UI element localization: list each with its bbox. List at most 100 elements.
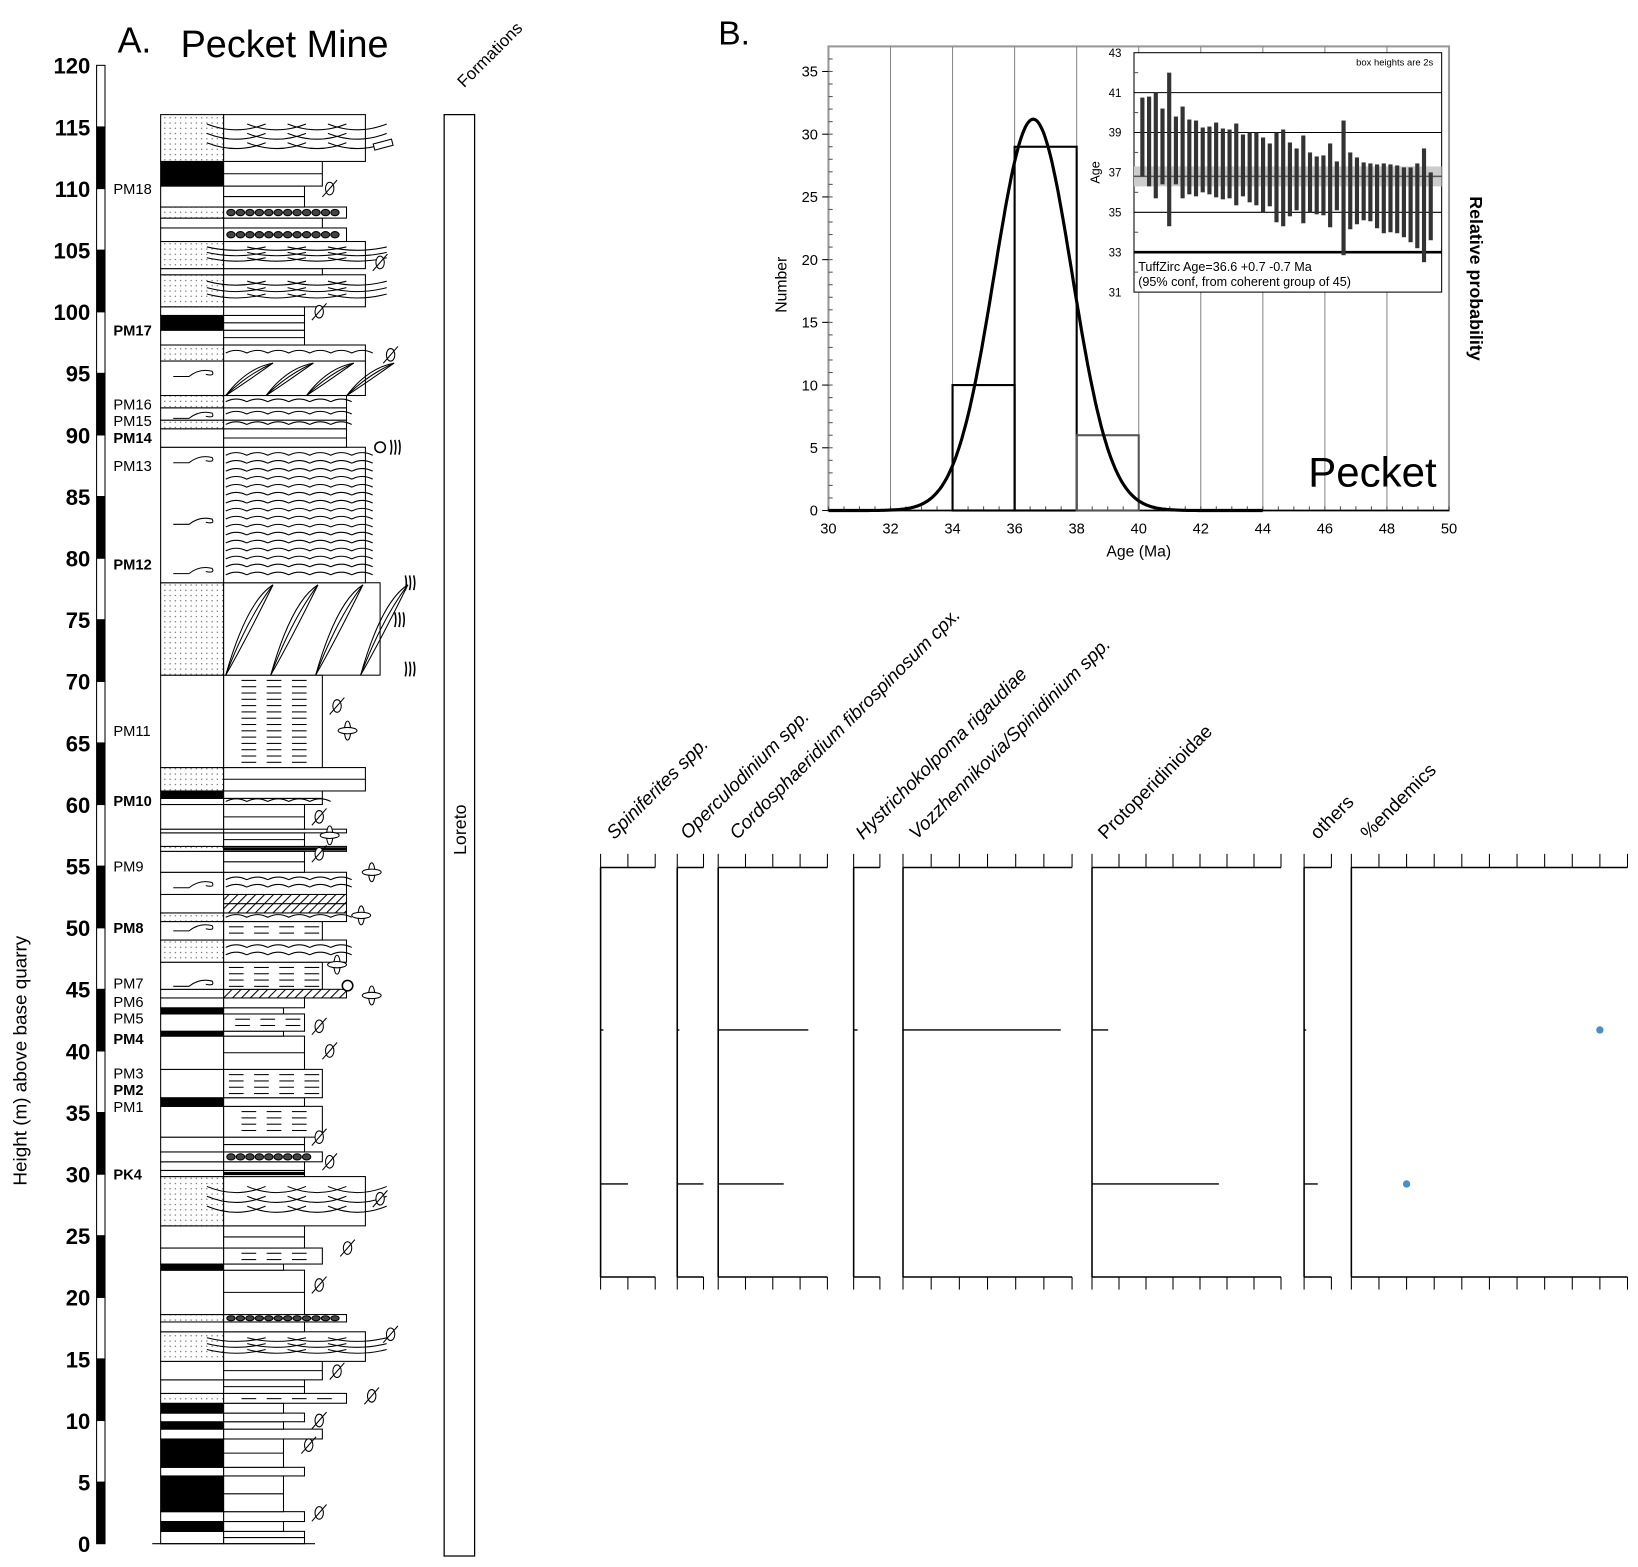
formation-label: Loreto (450, 804, 470, 855)
lithology-mud (160, 446, 225, 584)
cross-bed-line (265, 362, 314, 396)
structure-pattern (228, 926, 320, 934)
structure-pattern (225, 944, 352, 956)
plant-icon (321, 179, 338, 198)
structure-planar (223, 997, 306, 1009)
age-range-bar (1173, 116, 1178, 185)
lithology-coal (160, 1438, 225, 1468)
pebble (311, 208, 321, 217)
plant-icon (311, 1504, 327, 1522)
lithology-mud (160, 1466, 225, 1477)
scale-segment (96, 1111, 106, 1175)
sample-label-pm10: PM10 (113, 794, 151, 810)
scale-segment (96, 1173, 106, 1237)
height-tick-label: 85 (66, 485, 91, 510)
age-range-bar (1374, 164, 1380, 229)
pebble (330, 231, 340, 239)
burrow-line (394, 439, 397, 455)
ripple-line (225, 944, 352, 949)
structure-pattern (225, 410, 352, 415)
lithology-sand (160, 240, 225, 270)
leaf-stem (363, 1387, 380, 1405)
structure-planar (223, 1321, 306, 1333)
lithology-mud (160, 1105, 225, 1138)
sample-label-pk4: PK4 (113, 1167, 142, 1183)
cross-bed-line (360, 584, 409, 676)
age-range-bar (1395, 165, 1400, 234)
plant-icon (300, 1436, 317, 1454)
lithology-sand (160, 1392, 225, 1404)
structure-pattern (225, 584, 409, 676)
structure-ripple (223, 344, 366, 362)
burrow-line (394, 612, 397, 628)
burrow-line (398, 612, 401, 628)
structure-pattern (241, 1252, 307, 1261)
plant-icon (372, 1190, 388, 1208)
height-tick-label: 45 (66, 978, 91, 1003)
structure-planar (223, 306, 306, 316)
leaf-stem (321, 1042, 338, 1060)
burrow-line (408, 575, 412, 591)
taxon-label: others (1306, 792, 1358, 844)
probability-curve (828, 117, 1263, 513)
cross-bed-line (287, 1343, 347, 1348)
structure-ripple (223, 446, 366, 584)
pebble (301, 208, 312, 217)
leaf-stem (300, 1436, 317, 1454)
ripple-line (225, 539, 373, 544)
lithology-sand (160, 1331, 225, 1362)
ripple-line (225, 491, 373, 496)
fossil-h (361, 991, 382, 1000)
lithology-sand (160, 939, 225, 963)
age-range-bar (1254, 132, 1259, 206)
pebble (226, 1153, 236, 1161)
structure-lam (223, 1247, 323, 1265)
age-range-bar (1187, 119, 1192, 195)
lithology-mud (160, 227, 225, 243)
sample-label-pm2: PM2 (113, 1083, 143, 1099)
cross-bed-line (327, 123, 387, 131)
lithology-coal (160, 790, 225, 799)
cross-bed-line (327, 1343, 387, 1348)
height-tick-label: 50 (66, 916, 91, 941)
pebble (226, 208, 236, 217)
pebble (292, 208, 302, 217)
x-tick-label: 34 (944, 522, 960, 538)
relative-probability-label: Relative probability (1466, 196, 1486, 361)
structure-lam (223, 921, 323, 941)
x-tick-label: 46 (1317, 522, 1333, 538)
burrow-line (412, 661, 416, 677)
ripple-line (225, 475, 373, 480)
age-range-bar (1167, 72, 1172, 227)
pebble (245, 231, 255, 239)
pebble (320, 231, 331, 239)
lithology-mud (160, 921, 225, 941)
x-tick-label: 36 (1006, 522, 1022, 538)
cross-bed-line (206, 1349, 266, 1354)
y-axis-label: Number (773, 257, 790, 313)
inset-note: box heights are 2s (1356, 57, 1433, 68)
cross-bed-line (287, 1337, 347, 1342)
leaf-stem (372, 253, 388, 272)
cross-bed-line (247, 1343, 307, 1348)
lithology-mud (160, 1035, 225, 1070)
inset-tick-label: 33 (1109, 247, 1122, 259)
pebble (282, 208, 293, 217)
plant-icon (329, 697, 345, 715)
plant-icon (311, 302, 327, 321)
ripple-line (225, 398, 352, 403)
inset-tick-label: 35 (1109, 208, 1122, 220)
formation-box-loreto (443, 113, 476, 1557)
lithology-sand (160, 274, 225, 308)
height-tick-label: 65 (66, 731, 91, 756)
age-range-bar (1147, 96, 1152, 187)
sample-label-pm8: PM8 (113, 921, 143, 937)
cross-bed-line (265, 362, 314, 396)
scale-segment (96, 64, 106, 128)
cross-bed-line (265, 362, 314, 396)
sample-label-pm9: PM9 (113, 859, 143, 875)
pebble (254, 1315, 265, 1322)
lithology-mud (160, 217, 225, 229)
sample-label-pm5: PM5 (113, 1012, 143, 1028)
